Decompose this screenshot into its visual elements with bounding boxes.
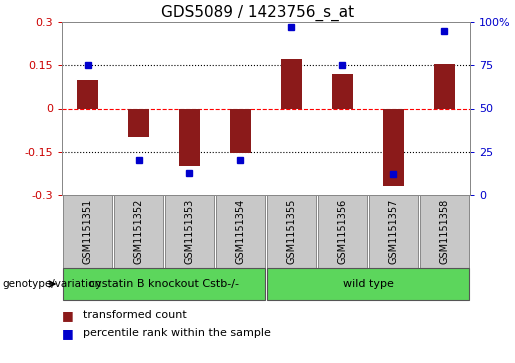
Text: GDS5089 / 1423756_s_at: GDS5089 / 1423756_s_at <box>161 5 354 21</box>
Text: genotype/variation: genotype/variation <box>3 279 101 289</box>
Text: ■: ■ <box>62 327 74 340</box>
Text: GSM1151358: GSM1151358 <box>439 199 450 264</box>
Text: GSM1151354: GSM1151354 <box>235 199 246 264</box>
Bar <box>281 60 302 109</box>
Text: cystatin B knockout Cstb-/-: cystatin B knockout Cstb-/- <box>89 279 239 289</box>
Bar <box>434 64 455 109</box>
Text: GSM1151356: GSM1151356 <box>337 199 348 264</box>
Text: GSM1151351: GSM1151351 <box>82 199 93 264</box>
Text: percentile rank within the sample: percentile rank within the sample <box>82 329 270 338</box>
Text: wild type: wild type <box>342 279 393 289</box>
Bar <box>128 109 149 137</box>
Bar <box>179 109 200 166</box>
Bar <box>230 109 251 153</box>
Text: GSM1151355: GSM1151355 <box>286 199 297 264</box>
Bar <box>332 74 353 109</box>
Bar <box>383 109 404 186</box>
Text: GSM1151357: GSM1151357 <box>388 199 399 264</box>
Text: transformed count: transformed count <box>82 310 186 320</box>
Text: ■: ■ <box>62 309 74 322</box>
Text: GSM1151353: GSM1151353 <box>184 199 195 264</box>
Text: GSM1151352: GSM1151352 <box>133 199 144 264</box>
Bar <box>77 79 98 109</box>
